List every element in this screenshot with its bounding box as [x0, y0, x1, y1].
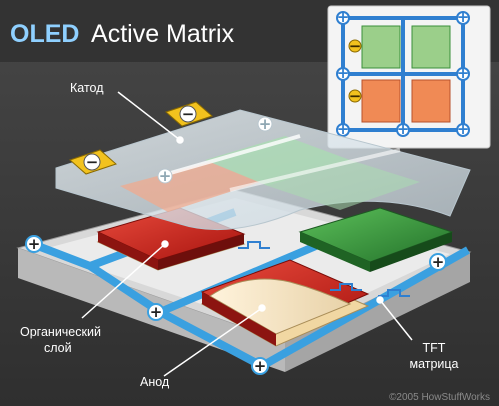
title: OLED Active Matrix: [10, 20, 235, 48]
inset-red-pixel: [361, 79, 401, 123]
pixel-stack-right: [200, 259, 370, 347]
inset-plus-sign: +: [337, 8, 350, 26]
inset-plus-sign: +: [337, 64, 350, 82]
inset-plus-sign: +: [457, 8, 470, 26]
inset-minus-sign: −: [349, 87, 362, 105]
inset-green-pixel: [411, 25, 451, 69]
glass-plus-sign: +: [259, 115, 272, 133]
inset-red-pixel: [411, 79, 451, 123]
title-rest: Active Matrix: [91, 20, 235, 48]
cathode-terminal-left: −: [69, 149, 117, 175]
inset-pixel-grid: + + + + + + + − −: [327, 5, 491, 149]
plus-sign: +: [254, 357, 267, 375]
pixel-stack-green: [298, 207, 454, 272]
inset-plus-sign: +: [457, 64, 470, 82]
cathode-terminal-top: −: [165, 101, 213, 127]
label-anode: Анод: [140, 375, 170, 389]
label-cathode: Катод: [70, 81, 104, 95]
inset-plus-sign: +: [457, 120, 470, 138]
inset-minus-sign: −: [349, 37, 362, 55]
label-tft-line1: TFT: [423, 341, 446, 355]
minus-sign: −: [182, 105, 195, 123]
minus-sign: −: [86, 153, 99, 171]
cathode-glass-layer: + +: [55, 109, 471, 231]
title-accent: OLED: [10, 20, 79, 48]
plus-sign: +: [150, 303, 163, 321]
label-organic-line1: Органический: [20, 325, 101, 339]
inset-plus-sign: +: [337, 120, 350, 138]
glass-plus-sign: +: [159, 167, 172, 185]
copyright: ©2005 HowStuffWorks: [389, 392, 490, 403]
anode-terminals: + + + +: [25, 235, 447, 375]
label-tft-line2: матрица: [409, 357, 458, 371]
plus-sign: +: [432, 253, 445, 271]
tft-transistors: [238, 241, 410, 297]
inset-green-pixel: [361, 25, 401, 69]
label-organic-line2: слой: [44, 341, 72, 355]
leader-lines: [81, 91, 413, 377]
inset-plus-sign: +: [397, 120, 410, 138]
plus-sign: +: [28, 235, 41, 253]
